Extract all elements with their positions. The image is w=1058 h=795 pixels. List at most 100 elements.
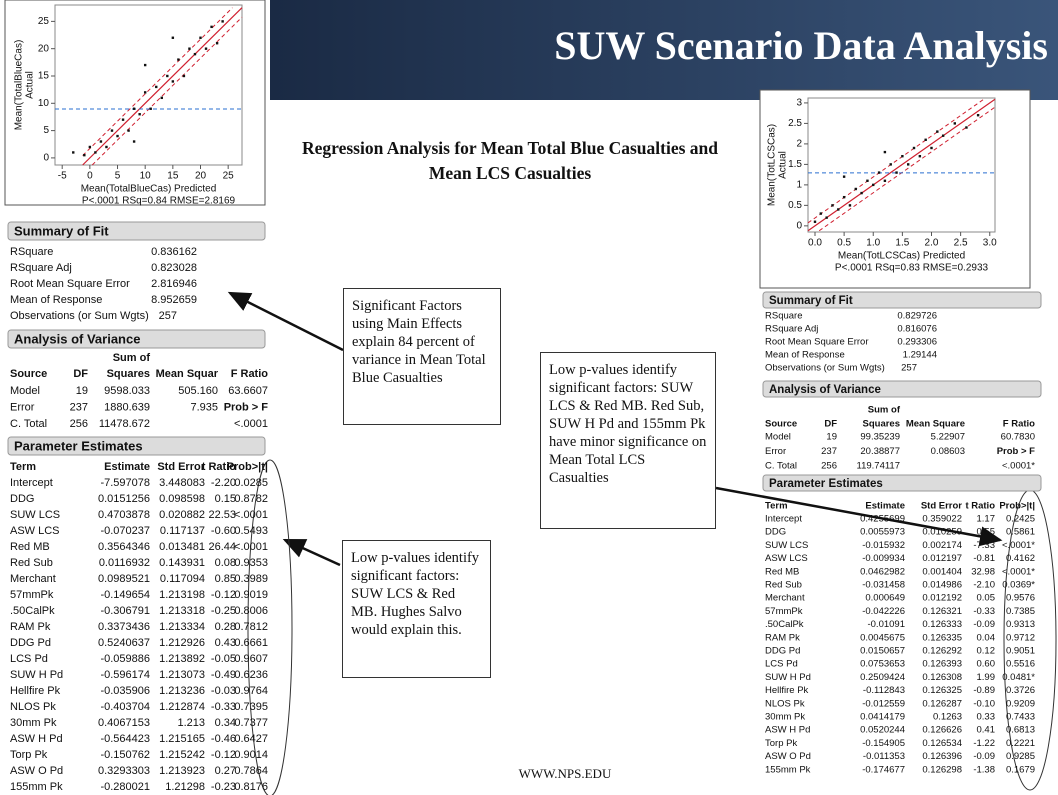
x-axis-label: Mean(TotLCSCas) Predicted bbox=[838, 251, 965, 262]
table-cell: 0.5516 bbox=[1006, 659, 1035, 670]
callout: Low p-values identify significant factor… bbox=[540, 352, 716, 529]
table-cell: 0.7812 bbox=[234, 621, 268, 633]
table-cell: -0.596174 bbox=[100, 669, 150, 681]
table-cell: 0.05 bbox=[977, 593, 996, 604]
table-cell: 1.212874 bbox=[159, 701, 205, 713]
stat-label: Observations (or Sum Wgts) bbox=[10, 310, 149, 322]
table-cell: 19 bbox=[826, 432, 837, 443]
table-cell: 0.9607 bbox=[234, 653, 268, 665]
table-cell: 0.098598 bbox=[159, 493, 205, 505]
table-cell: 0.2221 bbox=[1006, 738, 1035, 749]
data-point bbox=[965, 126, 967, 128]
table-cell: Red MB bbox=[10, 541, 50, 553]
table-cell: 7.935 bbox=[190, 401, 218, 413]
data-point bbox=[901, 155, 903, 157]
table-cell: 0.5861 bbox=[1006, 527, 1035, 538]
table-cell: 0.9764 bbox=[234, 685, 268, 697]
table-cell: 0.3373436 bbox=[98, 621, 150, 633]
table-cell: 30mm Pk bbox=[765, 712, 805, 723]
stat-value: 257 bbox=[159, 310, 177, 322]
table-cell: -0.12 bbox=[211, 589, 236, 601]
data-point bbox=[133, 108, 135, 110]
column-header: F Ratio bbox=[1003, 419, 1035, 430]
table-cell: -0.60 bbox=[211, 525, 236, 537]
table-cell: Prob > F bbox=[997, 446, 1035, 457]
data-point bbox=[116, 135, 118, 137]
table-cell: .50CalPk bbox=[10, 605, 55, 617]
table-cell: 0.000649 bbox=[865, 593, 905, 604]
x-tick-label: 20 bbox=[195, 171, 207, 182]
table-cell: 0.126287 bbox=[922, 698, 962, 709]
data-point bbox=[878, 171, 880, 173]
x-tick-label: 10 bbox=[140, 171, 152, 182]
data-point bbox=[183, 75, 185, 77]
table-cell: 0.04 bbox=[977, 632, 996, 643]
table-cell: 0.126333 bbox=[922, 619, 962, 630]
table-cell: 1.213923 bbox=[159, 765, 205, 777]
table-cell: Model bbox=[10, 385, 40, 397]
stat-value: 0.829726 bbox=[897, 311, 937, 322]
table-cell: 0.020882 bbox=[159, 509, 205, 521]
column-header: Estimate bbox=[865, 501, 905, 512]
table-cell: 0.126325 bbox=[922, 685, 962, 696]
data-point bbox=[216, 42, 218, 44]
data-point bbox=[860, 192, 862, 194]
table-cell: -0.306791 bbox=[100, 605, 150, 617]
table-cell: 0.0369* bbox=[1002, 580, 1035, 591]
table-cell: 0.0116932 bbox=[99, 557, 150, 569]
y-axis-label: Mean(TotalBlueCas) bbox=[14, 40, 25, 131]
data-point bbox=[194, 53, 196, 55]
y-axis-label: Mean(TotLCSCas) bbox=[767, 124, 778, 206]
table-cell: Merchant bbox=[10, 573, 56, 585]
table-cell: ASW LCS bbox=[765, 553, 808, 564]
table-cell: -1.38 bbox=[973, 764, 995, 775]
data-point bbox=[913, 147, 915, 149]
section-title: Analysis of Variance bbox=[769, 384, 881, 396]
table-cell: 0.9353 bbox=[234, 557, 268, 569]
table-cell: <.0001 bbox=[234, 509, 268, 521]
table-cell: -0.33 bbox=[211, 701, 236, 713]
table-cell: 0.0055973 bbox=[860, 527, 905, 538]
data-point bbox=[890, 163, 892, 165]
slide: {"header": {"title": "SUW Scenario Data … bbox=[0, 0, 1058, 795]
table-cell: Error bbox=[10, 401, 35, 413]
table-cell: -0.05 bbox=[211, 653, 236, 665]
table-cell: -0.81 bbox=[973, 553, 995, 564]
table-cell: -0.280021 bbox=[100, 781, 150, 793]
table-cell: 3.448083 bbox=[159, 477, 205, 489]
stat-label: RSquare bbox=[765, 311, 803, 322]
table-cell: 0.126292 bbox=[922, 646, 962, 657]
data-point bbox=[843, 175, 845, 177]
table-cell: Intercept bbox=[765, 514, 802, 525]
table-cell: 0.2509424 bbox=[860, 672, 905, 683]
data-point bbox=[122, 118, 124, 120]
table-cell: 0.013481 bbox=[159, 541, 205, 553]
table-cell: 0.0520244 bbox=[860, 725, 905, 736]
table-cell: 0.9313 bbox=[1006, 619, 1035, 630]
table-cell: DDG Pd bbox=[765, 646, 800, 657]
table-cell: 0.126308 bbox=[922, 672, 962, 683]
slide-canvas: SUW Scenario Data Analysis 0510152025-50… bbox=[0, 0, 1058, 795]
data-point bbox=[138, 113, 140, 115]
table-cell: <.0001* bbox=[1002, 566, 1035, 577]
data-point bbox=[105, 146, 107, 148]
table-cell: -0.035906 bbox=[100, 685, 150, 697]
table-cell: 0.28 bbox=[215, 621, 236, 633]
table-cell: 1.213 bbox=[177, 717, 205, 729]
table-cell: Torp Pk bbox=[765, 738, 797, 749]
table-cell: 0.9576 bbox=[1006, 593, 1035, 604]
table-cell: 32.98 bbox=[971, 566, 995, 577]
table-cell: 1.215242 bbox=[159, 749, 205, 761]
table-cell: -7.597078 bbox=[100, 477, 150, 489]
data-point bbox=[161, 97, 163, 99]
table-cell: -0.403704 bbox=[100, 701, 150, 713]
fit-statistics: P<.0001 RSq=0.84 RMSE=2.8169 bbox=[82, 196, 236, 207]
data-point bbox=[843, 196, 845, 198]
table-cell: 0.9014 bbox=[234, 749, 268, 761]
plot-area bbox=[55, 5, 242, 165]
table-cell: Red MB bbox=[765, 566, 799, 577]
data-point bbox=[814, 221, 816, 223]
footer: WWW.NPS.EDU bbox=[505, 766, 625, 782]
column-header: Source bbox=[765, 419, 797, 430]
table-cell: 0.15 bbox=[215, 493, 236, 505]
